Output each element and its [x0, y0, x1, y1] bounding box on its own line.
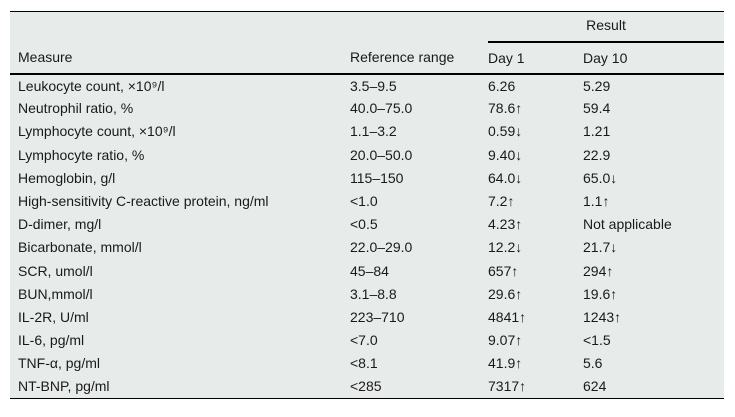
table-row: IL-2R, U/ml 223–710 4841↑ 1243↑ [10, 305, 724, 328]
day10-result-cell: 1.21 [583, 123, 611, 140]
table-body: Leukocyte count, ×10⁹/l 3.5–9.5 6.26 5.29 Ne… [10, 74, 724, 399]
column-header-row: Measure Reference range Day 1 Day 10 [10, 41, 724, 75]
measure-cell: High-sensitivity C-reactive protein, ng/… [18, 193, 269, 210]
reference-range-cell: <1.0 [350, 193, 378, 210]
measure-cell: SCR, umol/l [18, 262, 93, 279]
day1-result-cell: 9.40↓ [488, 146, 523, 163]
spanner-empty-cell [10, 12, 488, 42]
day1-result-cell: 0.59↓ [488, 123, 523, 140]
day1-result-cell: 4.23↑ [488, 216, 523, 233]
measure-cell: Bicarbonate, mmol/l [18, 239, 142, 256]
reference-range-cell: <0.5 [350, 216, 378, 233]
day10-result-cell: 22.9 [583, 146, 611, 163]
table-row: BUN,mmol/l 3.1–8.8 29.6↑ 19.6↑ [10, 282, 724, 305]
measure-cell: IL-2R, U/ml [18, 308, 89, 325]
day10-result-cell: 59.4 [583, 100, 611, 117]
day10-result-cell: 294↑ [583, 262, 614, 279]
reference-range-cell: <285 [350, 378, 382, 395]
day10-result-cell: 5.29 [583, 77, 611, 94]
day10-result-cell: 5.6 [583, 355, 603, 372]
measure-cell: BUN,mmol/l [18, 285, 93, 302]
table-row: Lymphocyte count, ×10⁹/l 1.1–3.2 0.59↓ 1.21 [10, 120, 724, 143]
day1-result-cell: 7.2↑ [488, 193, 515, 210]
measure-cell: D-dimer, mg/l [18, 216, 102, 233]
measure-column-header: Measure [10, 41, 350, 75]
measure-cell: Neutrophil ratio, % [18, 100, 134, 117]
day1-result-cell: 29.6↑ [488, 285, 523, 302]
reference-range-cell: 1.1–3.2 [350, 123, 397, 140]
table-row: TNF-α, pg/ml <8.1 41.9↑ 5.6 [10, 352, 724, 375]
day10-result-cell: 624 [583, 378, 607, 395]
reference-range-cell: 40.0–75.0 [350, 100, 413, 117]
day1-result-cell: 64.0↓ [488, 169, 523, 186]
day1-result-cell: 12.2↓ [488, 239, 523, 256]
day1-result-cell: 9.07↑ [488, 332, 523, 349]
day1-result-cell: 41.9↑ [488, 355, 523, 372]
day10-result-cell: <1.5 [583, 332, 611, 349]
reference-range-cell: 3.5–9.5 [350, 77, 397, 94]
table-row: IL-6, pg/ml <7.0 9.07↑ <1.5 [10, 329, 724, 352]
day1-column-header: Day 1 [488, 41, 583, 75]
day1-result-cell: 7317↑ [488, 378, 527, 395]
reference-range-cell: 3.1–8.8 [350, 285, 397, 302]
day10-column-header: Day 10 [583, 41, 724, 75]
day10-result-cell: 19.6↑ [583, 285, 618, 302]
table-row: High-sensitivity C-reactive protein, ng/… [10, 189, 724, 212]
table-row: Neutrophil ratio, % 40.0–75.0 78.6↑ 59.4 [10, 97, 724, 120]
table-row: SCR, umol/l 45–84 657↑ 294↑ [10, 259, 724, 282]
table-row: Lymphocyte ratio, % 20.0–50.0 9.40↓ 22.9 [10, 143, 724, 166]
reference-range-cell: <7.0 [350, 332, 378, 349]
measure-cell: Leukocyte count, ×10⁹/l [18, 77, 165, 94]
day1-result-cell: 657↑ [488, 262, 519, 279]
reference-range-cell: 20.0–50.0 [350, 146, 413, 163]
reference-range-column-header: Reference range [350, 41, 488, 75]
day1-result-cell: 6.26 [488, 77, 516, 94]
measure-cell: Lymphocyte count, ×10⁹/l [18, 123, 176, 140]
day1-result-cell: 78.6↑ [488, 100, 523, 117]
day10-result-cell: 65.0↓ [583, 169, 618, 186]
measure-cell: Hemoglobin, g/l [18, 169, 116, 186]
table-row: Leukocyte count, ×10⁹/l 3.5–9.5 6.26 5.29 [10, 74, 724, 97]
reference-range-cell: 22.0–29.0 [350, 239, 413, 256]
day10-result-cell: 1243↑ [583, 308, 622, 325]
day10-result-cell: Not applicable [583, 216, 672, 233]
table-row: D-dimer, mg/l <0.5 4.23↑ Not applicable [10, 213, 724, 236]
day1-result-cell: 4841↑ [488, 308, 527, 325]
table-row: Hemoglobin, g/l 115–150 64.0↓ 65.0↓ [10, 166, 724, 189]
measure-cell: IL-6, pg/ml [18, 332, 85, 349]
day10-result-cell: 1.1↑ [583, 193, 610, 210]
result-spanner-header: Result [488, 11, 724, 43]
spanner-row: Result [10, 11, 724, 43]
reference-range-cell: 115–150 [350, 169, 404, 186]
measure-cell: NT-BNP, pg/ml [18, 378, 110, 395]
lab-results-table: Result Measure Reference range Day 1 Day… [10, 11, 724, 399]
measure-cell: TNF-α, pg/ml [18, 355, 100, 372]
reference-range-cell: <8.1 [350, 355, 378, 372]
table-row: NT-BNP, pg/ml <285 7317↑ 624 [10, 375, 724, 398]
table-header: Result Measure Reference range Day 1 Day… [10, 11, 724, 75]
day10-result-cell: 21.7↓ [583, 239, 618, 256]
reference-range-cell: 45–84 [350, 262, 389, 279]
table-row: Bicarbonate, mmol/l 22.0–29.0 12.2↓ 21.7↓ [10, 236, 724, 259]
reference-range-cell: 223–710 [350, 308, 405, 325]
measure-cell: Lymphocyte ratio, % [18, 146, 145, 163]
